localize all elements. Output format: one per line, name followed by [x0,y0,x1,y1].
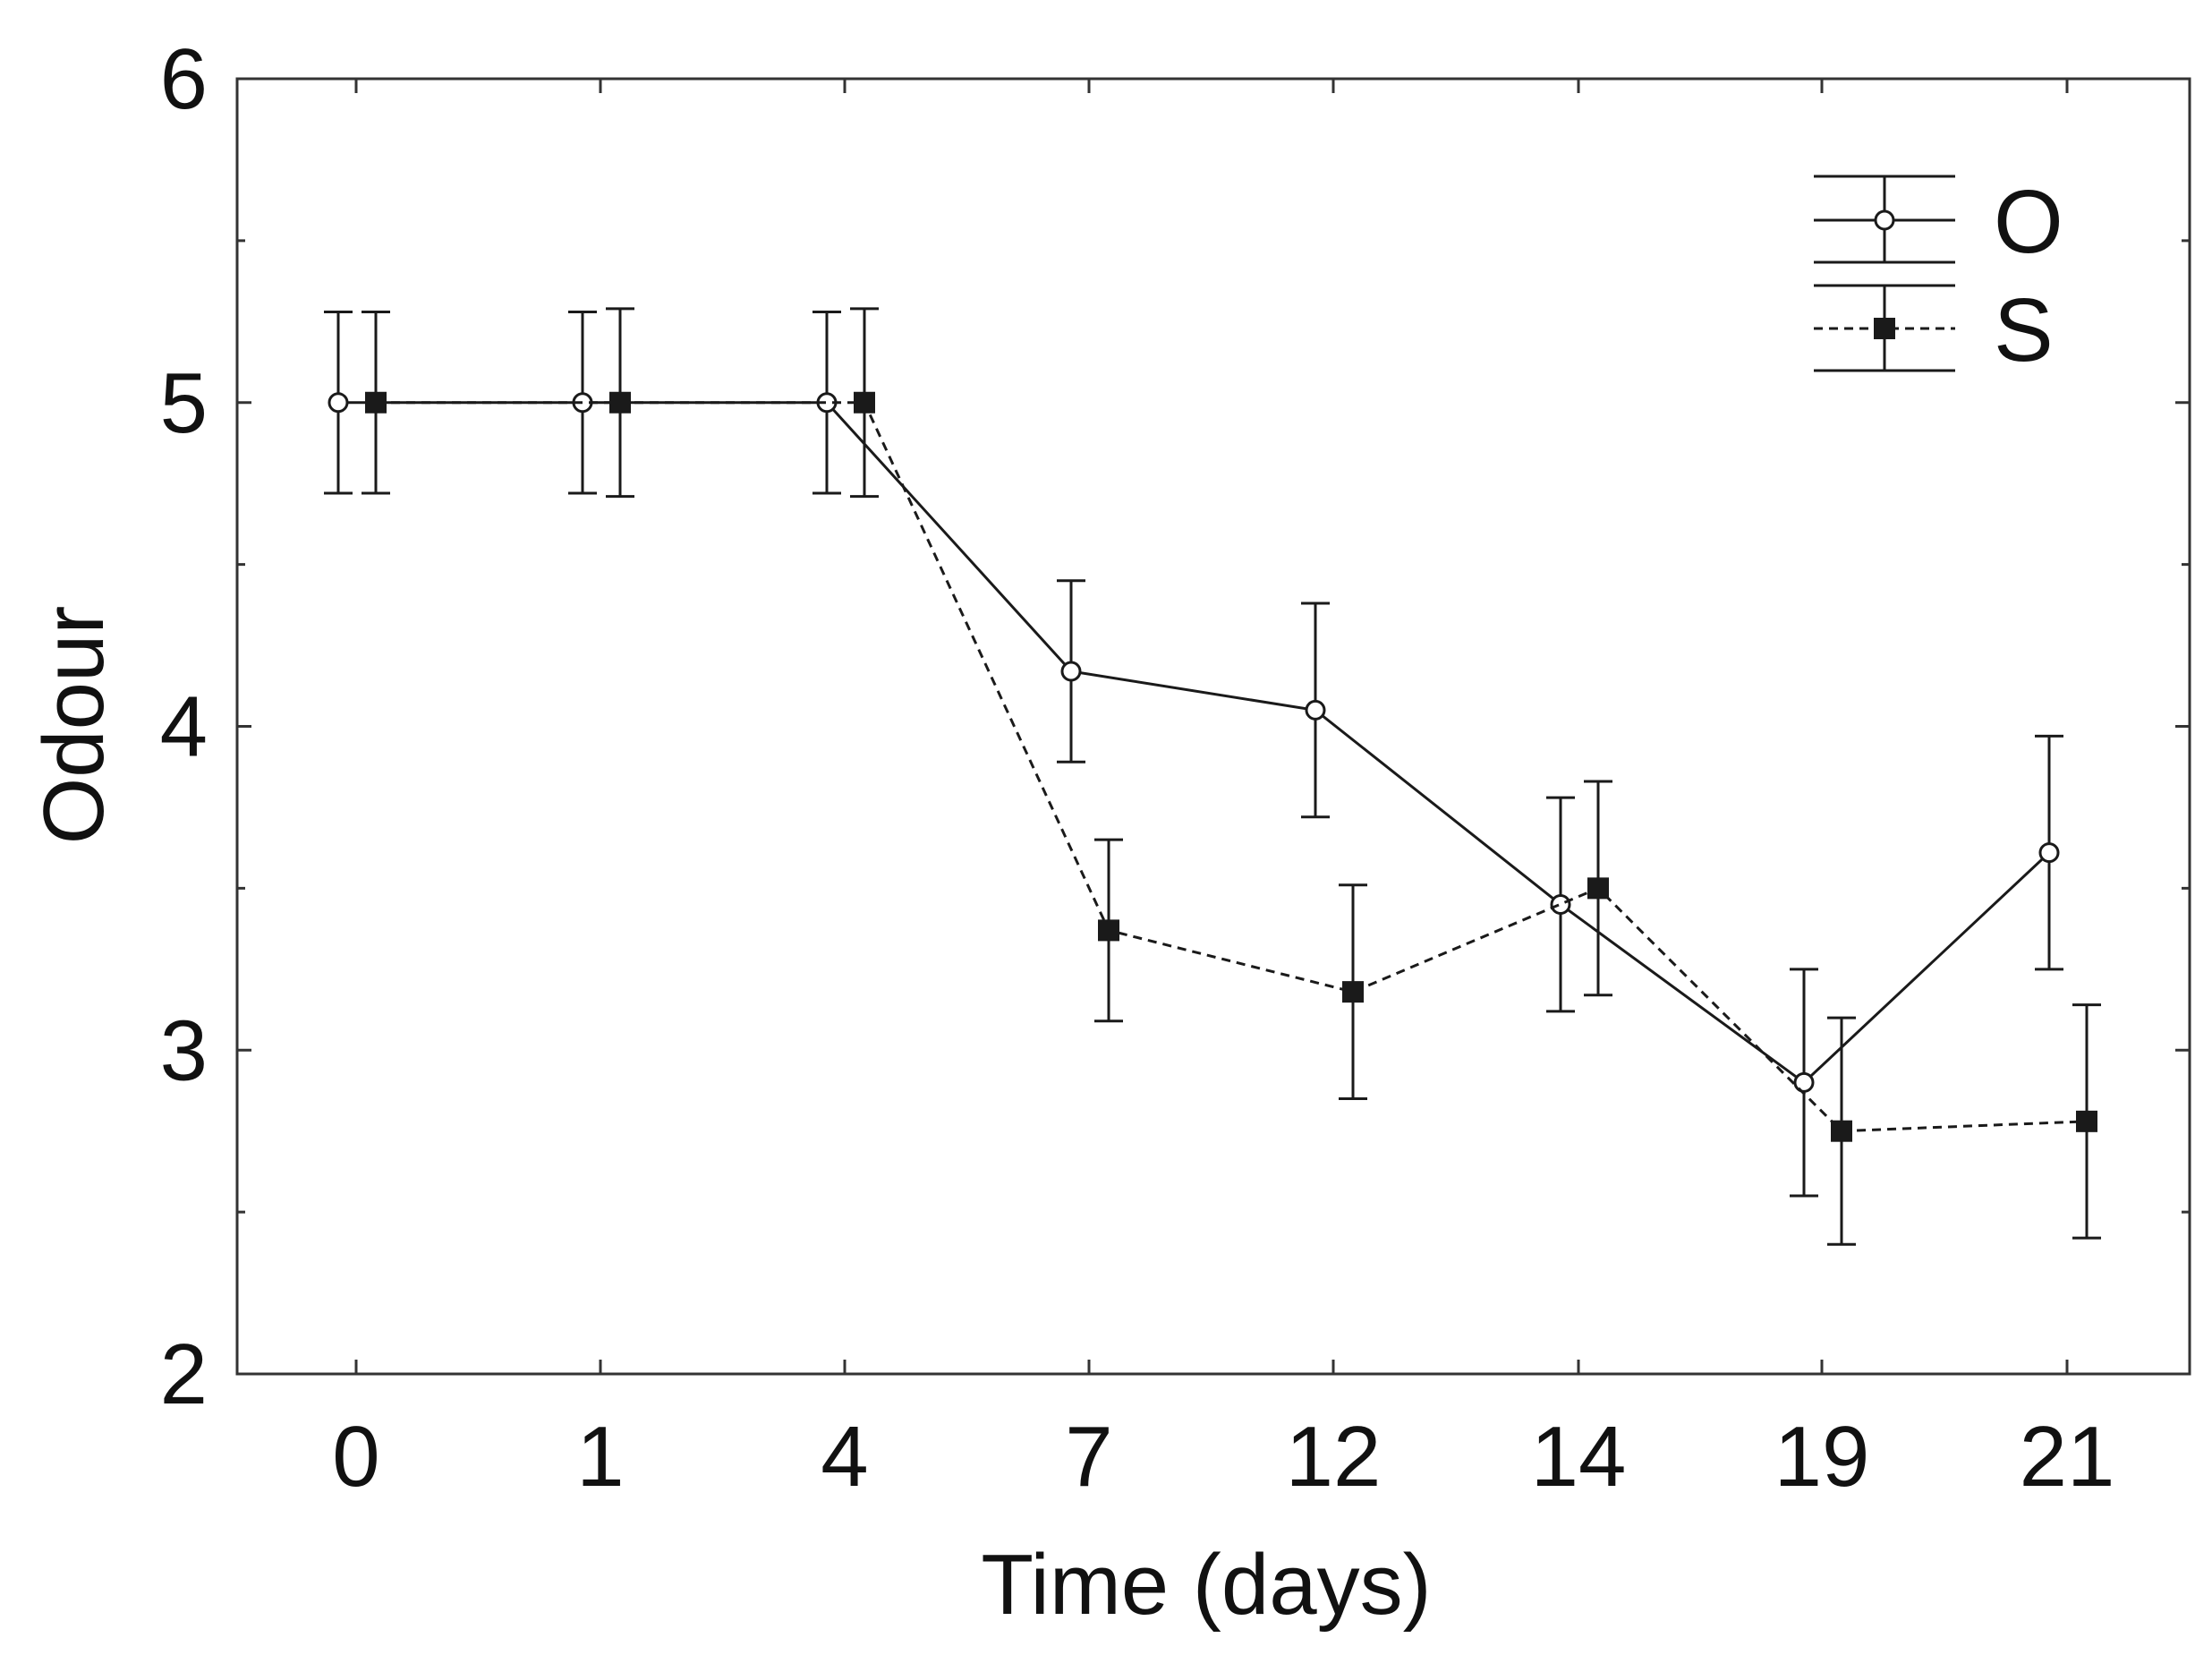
legend-marker [1874,318,1895,339]
data-point-S [854,391,875,414]
data-point-S [609,391,631,414]
series-S [362,307,2101,1246]
x-tick-label: 19 [1774,1409,1870,1505]
legend-marker [1874,209,1895,231]
data-point-O [1793,1071,1815,1093]
data-point-S [1831,1120,1852,1142]
series-O [324,310,2063,1198]
y-tick-label: 2 [160,1327,208,1422]
y-tick-label: 3 [160,1002,208,1098]
x-tick-label: 0 [332,1409,379,1505]
x-tick-label: 12 [1286,1409,1382,1505]
data-point-S [2076,1110,2097,1132]
data-point-S [365,391,387,414]
x-axis-label: Time (days) [981,1537,1431,1633]
data-point-O [1305,699,1326,721]
data-point-O [328,392,349,414]
data-point-S [1342,981,1364,1003]
legend-entry-S: S [1814,280,2054,380]
plot-frame [235,77,2191,1376]
x-tick-label: 21 [2020,1409,2115,1505]
legend-entry-O: O [1814,172,2063,272]
legend-label: O [1994,172,2063,272]
x-tick-label: 4 [821,1409,868,1505]
data-point-O [2038,842,2060,864]
data-point-O [1060,661,1082,682]
data-point-S [1098,919,1119,942]
x-tick-label: 1 [576,1409,624,1505]
x-tick-label: 7 [1065,1409,1112,1505]
legend-label: S [1994,280,2054,380]
y-tick-label: 4 [160,679,208,775]
y-tick-label: 5 [160,355,208,451]
y-tick-label: 6 [160,31,208,127]
data-point-O [1550,893,1571,915]
series-line-S [376,401,2088,1133]
series-line-O [338,401,2051,1085]
y-axis-label: Odour [26,606,122,845]
x-tick-label: 14 [1531,1409,1627,1505]
legend: OS [1814,172,2063,380]
data-point-S [1587,877,1609,900]
